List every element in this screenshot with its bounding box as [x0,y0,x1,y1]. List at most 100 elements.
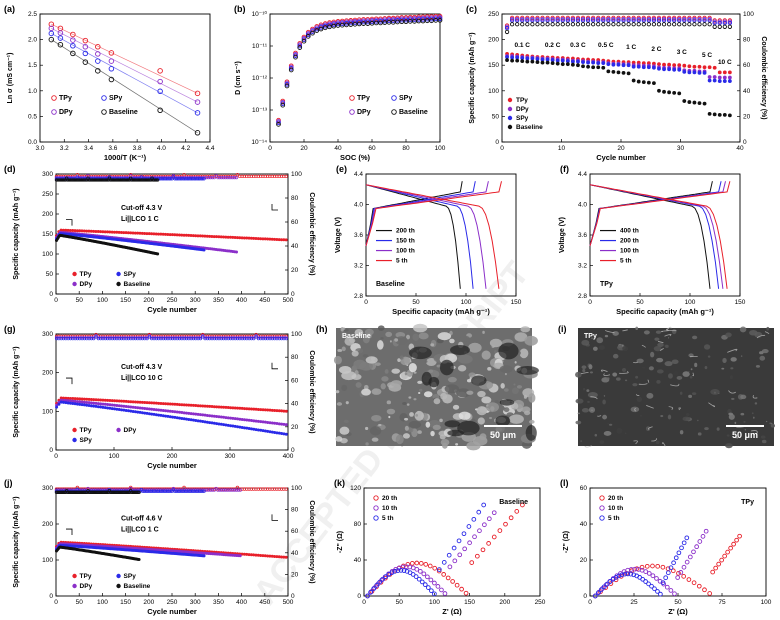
data-point-5-th [616,573,622,579]
ce-point-baseline [677,22,682,27]
sem-texture [376,340,384,350]
capacity-point-spy [224,423,228,427]
capacity-point-dpy [87,401,91,405]
data-point-5-th [392,569,398,574]
capacity-point-tpy [106,398,110,402]
sem-ridge [590,396,598,400]
sem-texture [458,411,471,420]
sem-texture [602,399,606,405]
capacity-point-spy [191,418,195,422]
capacity-point-spy [145,411,149,415]
ce-point-baseline [727,24,733,29]
sem-texture [404,372,408,376]
capacity-point-tpy [268,408,272,412]
capacity-point-tpy [201,404,205,408]
data-point-baseline [339,22,345,28]
capacity-point-tpy [194,404,198,408]
data-point-spy [433,16,439,22]
x-axis-label: Z' (Ω) [668,607,688,616]
sem-texture [337,349,343,352]
sem-texture [425,358,437,366]
ce-point-baseline [575,22,581,27]
sem-texture [740,394,747,400]
data-point-10-th [425,574,430,580]
data-point-spy [416,17,422,22]
capacity-point-tpy [692,64,697,69]
data-point-5-th [476,509,482,515]
x-tick-label: 100 [461,299,472,306]
sem-texture [440,392,448,400]
data-point-5-th [595,590,601,596]
sem-texture [655,330,662,334]
annotation: Li||LCO 1 C [121,526,159,533]
sem-texture [714,391,716,394]
sem-texture [624,379,628,382]
capacity-point-tpy [78,397,82,401]
capacity-point-tpy [89,398,93,402]
capacity-point-dpy [145,407,149,411]
legend-label: SPy [109,95,122,102]
x-tick-label: 500 [283,599,294,606]
capacity-point-tpy [238,236,242,240]
capacity-point-dpy [717,75,722,80]
data-point-5-th [649,583,654,589]
capacity-point-tpy [245,236,249,240]
sem-texture [656,380,661,384]
data-point-baseline [288,67,294,73]
capacity-point-tpy [168,233,172,237]
capacity-point-dpy [219,415,223,419]
capacity-point-tpy [133,231,137,235]
sem-texture [399,355,404,360]
capacity-point-tpy [222,235,226,239]
ce-point-baseline [555,22,560,27]
capacity-point-dpy [198,413,202,417]
legend-marker [373,505,379,511]
capacity-point-spy [641,65,646,70]
data-point-20-th [508,515,514,521]
sem-ridge [751,430,758,434]
data-point-dpy [95,51,101,57]
capacity-point-spy [657,66,661,71]
capacity-point-baseline [156,252,160,256]
panel-label: (f) [560,164,569,174]
data-point-spy [429,16,434,22]
capacity-point-tpy [73,397,77,401]
x-tick-label: 20 [617,145,625,152]
legend-marker [349,109,355,115]
capacity-point-dpy [101,402,105,406]
panel-label: (i) [558,324,567,334]
x-tick-label: 150 [735,299,746,306]
sem-texture [609,423,613,426]
capacity-point-spy [576,59,580,64]
capacity-point-baseline [682,99,687,103]
data-point-5-th [619,572,625,578]
capacity-point-dpy [229,416,233,420]
sem-texture [476,406,488,416]
data-point-10-th [435,584,441,589]
data-point-spy [314,26,320,32]
capacity-point-spy [55,405,59,409]
x-tick-label: 50 [636,299,644,306]
capacity-point-tpy [270,554,274,558]
sem-texture [425,421,431,428]
data-point-10-th [672,591,677,597]
capacity-point-dpy [201,413,205,417]
data-point-spy [386,18,392,24]
x-tick-label: 50 [674,599,682,606]
x-tick-label: 100 [97,297,108,304]
y-tick-label: 2.0 [28,37,37,44]
sem-pore [408,346,432,360]
data-point-baseline [378,20,383,26]
data-point-10-th [697,539,703,544]
y2-tick-label: 0 [291,593,295,600]
data-point-20-th [713,565,719,571]
capacity-point-baseline [697,101,702,105]
capacity-point-baseline [510,58,515,63]
capacity-point-baseline [712,112,717,117]
capacity-point-dpy [147,407,151,411]
capacity-point-tpy [117,230,121,234]
legend-marker [72,437,77,443]
capacity-point-spy [545,57,550,62]
capacity-point-tpy [124,231,128,235]
data-point-10-th [432,580,437,586]
